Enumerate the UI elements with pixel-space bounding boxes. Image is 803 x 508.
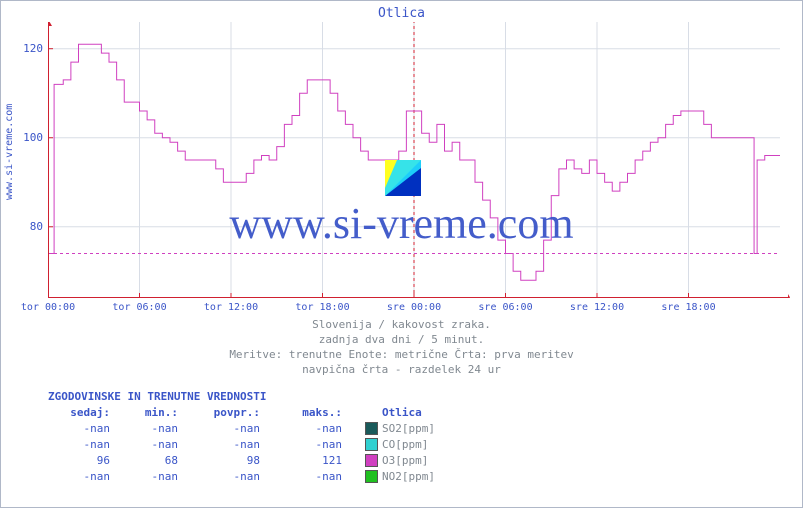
legend-title: ZGODOVINSKE IN TRENUTNE VREDNOSTI bbox=[48, 390, 267, 403]
legend-row: -nan-nan-nan-nanCO[ppm] bbox=[48, 436, 478, 452]
subtitle-line-4: navpična črta - razdelek 24 ur bbox=[0, 363, 803, 376]
y-tick-label: 80 bbox=[3, 220, 43, 233]
legend-swatch-cell bbox=[348, 468, 378, 484]
chart-plot-area bbox=[48, 22, 790, 298]
legend-header-cell: sedaj: bbox=[48, 404, 116, 420]
page-root: www.si-vreme.com Otlica 80 100 120 tor 00:… bbox=[0, 0, 803, 508]
legend-value-cell: -nan bbox=[116, 468, 184, 484]
legend-value-cell: 98 bbox=[184, 452, 266, 468]
legend-header-cell: min.: bbox=[116, 404, 184, 420]
legend-value-cell: -nan bbox=[184, 468, 266, 484]
subtitle-line-1: Slovenija / kakovost zraka. bbox=[0, 318, 803, 331]
x-tick-label: sre 06:00 bbox=[461, 302, 551, 313]
legend-swatch-icon bbox=[365, 454, 378, 467]
legend-value-cell: -nan bbox=[48, 468, 116, 484]
subtitle-line-2: zadnja dva dni / 5 minut. bbox=[0, 333, 803, 346]
legend-series-name: SO2[ppm] bbox=[378, 420, 478, 436]
legend-series-name: O3[ppm] bbox=[378, 452, 478, 468]
legend-header-cell: povpr.: bbox=[184, 404, 266, 420]
x-tick-label: tor 06:00 bbox=[95, 302, 185, 313]
legend-swatch-icon bbox=[365, 438, 378, 451]
legend-value-cell: -nan bbox=[266, 468, 348, 484]
legend-series-name: NO2[ppm] bbox=[378, 468, 478, 484]
legend-value-cell: -nan bbox=[184, 436, 266, 452]
x-tick-label: sre 12:00 bbox=[552, 302, 642, 313]
legend-swatch-cell bbox=[348, 452, 378, 468]
legend-series-name: CO[ppm] bbox=[378, 436, 478, 452]
legend-value-cell: -nan bbox=[184, 420, 266, 436]
legend-header-name: Otlica bbox=[378, 404, 478, 420]
legend-row: 966898121 O3[ppm] bbox=[48, 452, 478, 468]
legend-value-cell: -nan bbox=[116, 436, 184, 452]
legend-header-row: sedaj:min.:povpr.:maks.: Otlica bbox=[48, 404, 478, 420]
legend-value-cell: -nan bbox=[266, 420, 348, 436]
legend-swatch-cell bbox=[348, 436, 378, 452]
legend-row: -nan-nan-nan-nanSO2[ppm] bbox=[48, 420, 478, 436]
legend-row: -nan-nan-nan-nanNO2[ppm] bbox=[48, 468, 478, 484]
legend-value-cell: 96 bbox=[48, 452, 116, 468]
x-tick-label: tor 18:00 bbox=[278, 302, 368, 313]
x-tick-label: sre 00:00 bbox=[369, 302, 459, 313]
site-label-left: www.si-vreme.com bbox=[4, 104, 15, 200]
subtitle-line-3: Meritve: trenutne Enote: metrične Črta: … bbox=[0, 348, 803, 361]
chart-title: Otlica bbox=[0, 6, 803, 21]
legend-table: sedaj:min.:povpr.:maks.:Otlica-nan-nan-n… bbox=[48, 404, 478, 484]
legend-value-cell: -nan bbox=[48, 420, 116, 436]
chart-svg bbox=[48, 22, 790, 298]
legend-value-cell: -nan bbox=[266, 436, 348, 452]
legend-header-cell: maks.: bbox=[266, 404, 348, 420]
legend-value-cell: 121 bbox=[266, 452, 348, 468]
legend-header-swatch bbox=[348, 404, 378, 420]
y-tick-label: 120 bbox=[3, 42, 43, 55]
legend-value-cell: 68 bbox=[116, 452, 184, 468]
x-tick-label: sre 18:00 bbox=[644, 302, 734, 313]
legend-value-cell: -nan bbox=[48, 436, 116, 452]
legend-swatch-cell bbox=[348, 420, 378, 436]
legend-swatch-icon bbox=[365, 470, 378, 483]
legend-swatch-icon bbox=[365, 422, 378, 435]
legend-value-cell: -nan bbox=[116, 420, 184, 436]
y-tick-label: 100 bbox=[3, 131, 43, 144]
x-tick-label: tor 12:00 bbox=[186, 302, 276, 313]
x-tick-label: tor 00:00 bbox=[3, 302, 93, 313]
